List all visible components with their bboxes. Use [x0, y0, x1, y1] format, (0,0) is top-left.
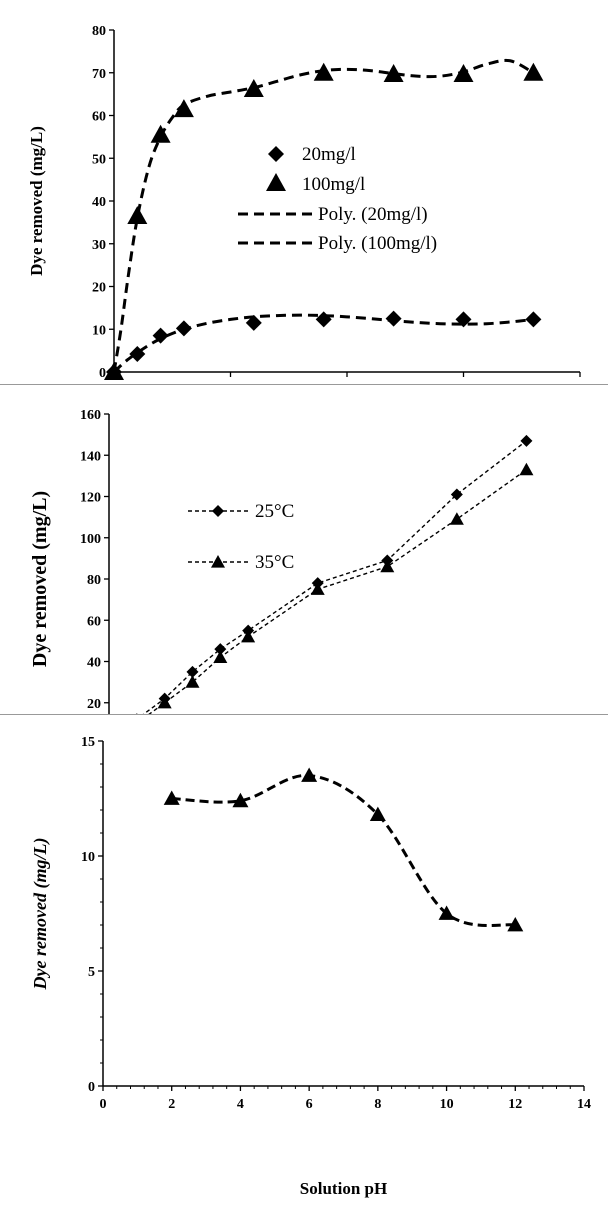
data-point-20mgl: [175, 320, 192, 337]
data-point-100mgl: [453, 64, 474, 83]
data-point-100mgl: [150, 124, 171, 143]
data-point-100mgl: [173, 99, 194, 118]
y-tick-label: 160: [80, 408, 101, 423]
x-tick-label: 0: [100, 1097, 107, 1112]
data-point-25c: [450, 488, 463, 501]
legend-label-poly-20mgl: Poly. (20mg/l): [318, 204, 428, 225]
y-tick-label: 20: [87, 697, 101, 712]
data-point-100mgl: [127, 205, 148, 224]
data-point-ph: [301, 767, 318, 782]
y-tick-label: 60: [87, 614, 101, 629]
y-tick-label: 120: [80, 491, 101, 506]
x-tick-label: 14: [577, 1097, 591, 1112]
contact-time-chart-panel: 01020304050607080050100150200Contact tim…: [0, 0, 608, 385]
x-axis-title: Solution pH: [300, 1179, 387, 1198]
data-point-35c: [157, 695, 172, 709]
y-tick-label: 40: [92, 195, 106, 210]
legend-marker-25c: [212, 505, 224, 517]
data-point-35c: [241, 629, 256, 643]
series-line: [171, 773, 516, 927]
data-point-100mgl: [383, 64, 404, 83]
data-point-25c: [214, 643, 227, 656]
x-tick-label: 2: [168, 1097, 175, 1112]
data-point-ph: [507, 917, 524, 932]
data-point-35c: [449, 512, 464, 525]
data-point-35c: [519, 462, 534, 476]
y-tick-label: 0: [88, 1080, 95, 1095]
data-point-100mgl: [523, 62, 544, 81]
data-point-20mgl: [525, 311, 542, 328]
x-tick-label: 4: [237, 1097, 244, 1112]
x-tick-label: 6: [306, 1097, 313, 1112]
y-axis-title: Dye removed (mg/L): [29, 491, 51, 667]
y-tick-label: 80: [87, 573, 101, 588]
data-point-35c: [380, 559, 395, 573]
data-point-ph: [163, 790, 180, 805]
data-point-20mgl: [385, 310, 402, 327]
y-tick-label: 30: [92, 238, 106, 253]
contact-time-chart: 01020304050607080050100150200Contact tim…: [27, 24, 591, 385]
y-tick-label: 80: [92, 24, 106, 39]
data-point-100mgl: [243, 78, 264, 97]
y-tick-label: 140: [80, 449, 101, 464]
solution-ph-chart-panel: 0 5 10 15 0 2 4 6 8 10 12 14 Solution pH Dye removed …: [0, 715, 608, 1205]
y-tick-label: 40: [87, 656, 101, 671]
y-tick-label: 10: [81, 850, 95, 865]
data-point-35c: [185, 675, 200, 688]
y-tick-label: 10: [92, 323, 106, 338]
solution-ph-chart: 0 5 10 15 0 2 4 6 8 10 12 14 Solution pH Dye removed …: [30, 735, 591, 1198]
legend-marker-35c: [211, 555, 225, 568]
data-point-100mgl: [313, 62, 334, 81]
initial-concentration-chart-panel: 0204060801001201401600501001502002503003…: [0, 385, 608, 715]
data-point-20mgl: [455, 311, 472, 328]
y-tick-label: 15: [81, 735, 95, 750]
trend-line: [112, 58, 535, 373]
data-point-20mgl: [245, 314, 262, 331]
y-tick-label: 0: [99, 366, 106, 381]
trend-line: [112, 313, 534, 374]
data-point-ph: [369, 806, 386, 821]
data-point-20mgl: [152, 327, 169, 344]
y-axis-title: Dye removed (mg/L): [27, 126, 46, 276]
data-point-35c: [310, 582, 325, 595]
data-point-ph: [438, 905, 455, 920]
data-point-35c: [213, 650, 228, 663]
data-point-25c: [186, 665, 199, 678]
series-line: [146, 469, 527, 715]
series-line: [141, 440, 527, 715]
initial-concentration-chart: 0204060801001201401600501001502002503003…: [29, 408, 534, 715]
legend-marker-20mgl: [268, 146, 284, 162]
y-tick-label: 70: [92, 67, 106, 82]
y-tick-label: 5: [88, 965, 95, 980]
y-axis-title: Dye removed (mg/L): [30, 838, 51, 991]
y-tick-label: 20: [92, 281, 106, 296]
data-point-ph: [232, 792, 249, 808]
data-point-100mgl: [104, 362, 124, 380]
x-tick-label: 8: [374, 1097, 381, 1112]
legend-label-35c: 35°C: [255, 552, 294, 573]
legend-label-100mgl: 100mg/l: [302, 174, 365, 195]
y-tick-label: 50: [92, 152, 106, 167]
legend-label-25c: 25°C: [255, 501, 294, 522]
legend-label-20mgl: 20mg/l: [302, 144, 356, 165]
y-tick-label: 100: [80, 532, 101, 547]
data-point-20mgl: [315, 311, 332, 328]
legend-marker-100mgl: [266, 173, 286, 191]
legend-label-poly-100mgl: Poly. (100mg/l): [318, 233, 437, 254]
x-tick-label: 12: [508, 1097, 522, 1112]
data-point-25c: [520, 434, 533, 447]
y-tick-label: 60: [92, 110, 106, 125]
x-tick-label: 10: [440, 1097, 454, 1112]
data-point-20mgl: [129, 346, 146, 363]
